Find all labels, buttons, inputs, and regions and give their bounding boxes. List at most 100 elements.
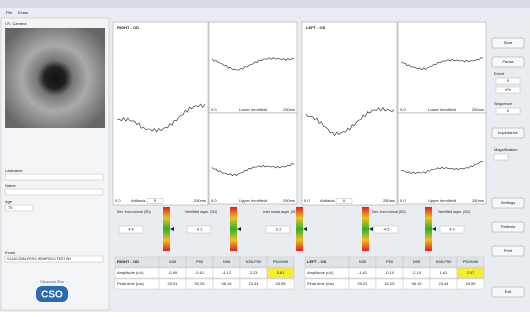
axis-label: 0.0	[211, 198, 217, 203]
camera-image	[5, 28, 105, 128]
hemifield-panel	[209, 22, 297, 113]
input[interactable]	[5, 174, 103, 180]
gauge-label: Dev. from normal (SD)	[117, 210, 151, 214]
hemifield-panel	[398, 113, 486, 204]
app-window: File Exam I.R. Camera Lastname Name Age …	[0, 0, 530, 312]
gauge-label: Hemifield asym. (SD)	[185, 210, 217, 214]
logo: CSO	[41, 290, 63, 301]
table-text: 43.95	[275, 281, 286, 286]
gauge-label: Dev. from normal (SD)	[372, 210, 406, 214]
gauge-bar	[362, 207, 369, 251]
button-label[interactable]: Start	[504, 40, 513, 45]
exam-name: GLAUCOMA PERG HEMIFIELD TEST BH	[7, 257, 71, 261]
table-text: 52.25	[384, 281, 395, 286]
logo-caption: Glaucoma Plus	[40, 280, 64, 284]
table-text: 96.19	[411, 281, 422, 286]
gauge-bar	[163, 207, 170, 251]
gauge-bar	[425, 207, 432, 251]
table-text: 96.19	[221, 281, 232, 286]
axis-label: 250ms	[194, 198, 206, 203]
axis-label: 250ms	[283, 107, 295, 112]
axis-label: 250ms	[283, 198, 295, 203]
gauge-label: Inter ocular asym. (SD)	[263, 210, 298, 214]
artifacts-label: Artifacts	[131, 198, 145, 203]
table-text: N35	[359, 259, 367, 264]
gauge-bar	[230, 207, 237, 251]
table-text: Peak time (ms)	[117, 281, 145, 286]
table-text: P50	[196, 259, 204, 264]
table-text: -2.10	[412, 270, 422, 275]
artifacts-label: Artifacts	[320, 198, 334, 203]
table-text: RIGHT - OD	[117, 259, 139, 264]
gauge-value: -4.5	[383, 227, 391, 232]
table-text: 2.23	[250, 270, 259, 275]
hemifield-panel	[209, 113, 297, 204]
field-label: Age	[5, 199, 13, 204]
table-text: N95	[223, 259, 231, 264]
table-text: N35-P50	[436, 259, 453, 264]
button-label[interactable]: Patients	[501, 224, 515, 229]
table-text: -1.61	[358, 270, 368, 275]
panel-title: LEFT - OS	[306, 25, 326, 30]
title-bar	[0, 0, 530, 8]
table-text: N95	[413, 259, 421, 264]
table-text: 52.25	[194, 281, 205, 286]
table-text: -4.12	[222, 270, 232, 275]
table-text: N35	[169, 259, 177, 264]
table-text: 23.44	[438, 281, 449, 286]
gauge-value: 4.6	[128, 227, 134, 232]
table-text: N35-P50	[246, 259, 263, 264]
axis-label: 0.0	[400, 198, 406, 203]
hemifield-label: Lower hemifield	[239, 107, 267, 112]
table-text: Amplitude (uV)	[117, 270, 144, 275]
gauge-value: 4.3	[449, 227, 455, 232]
menu-item[interactable]: Exam	[18, 10, 29, 15]
field-value: 0%	[505, 87, 511, 92]
table-text: 2.07	[467, 270, 476, 275]
camera-label: I.R. Camera	[5, 21, 27, 26]
control-label: Magnification	[494, 147, 518, 152]
table-text: P50	[386, 259, 394, 264]
axis-label: 0.0	[211, 107, 217, 112]
table-text: LEFT - OS	[307, 259, 327, 264]
table-text: 1.61	[440, 270, 449, 275]
table-text: 20.01	[357, 281, 368, 286]
button-label[interactable]: Print	[504, 248, 513, 253]
input[interactable]	[5, 189, 103, 195]
table-text: -0.10	[385, 270, 395, 275]
gauge-value: -0.2	[196, 227, 204, 232]
table-text: -0.61	[195, 270, 205, 275]
axis-label: 250ms	[472, 198, 484, 203]
menu-item[interactable]: File	[6, 10, 13, 15]
control-label: Sequence	[494, 101, 513, 106]
hemifield-panel	[398, 22, 486, 113]
gauge-value: -2.2	[275, 227, 283, 232]
age-value: 75	[8, 205, 13, 210]
field-label: Exam	[5, 250, 16, 255]
waveform-panel	[302, 22, 397, 205]
table-text: 3.61	[277, 270, 286, 275]
axis-label: 0.0	[400, 107, 406, 112]
field-label: Lastname	[5, 168, 23, 173]
table-text: -0.95	[168, 270, 178, 275]
button-label[interactable]: Settings	[501, 200, 515, 205]
field[interactable]	[494, 154, 508, 160]
button-label[interactable]: Pause	[502, 59, 514, 64]
table-text: Amplitude (uV)	[307, 270, 334, 275]
table-text: P50/N95	[273, 259, 289, 264]
table-text: 23.44	[248, 281, 259, 286]
axis-label: 0.0	[115, 198, 121, 203]
axis-label: 250ms	[383, 198, 395, 203]
hemifield-label: Lower hemifield	[428, 107, 456, 112]
button-label[interactable]: Impedance	[498, 130, 519, 135]
button-label[interactable]: Exit	[505, 289, 513, 294]
table-text: 43.95	[465, 281, 476, 286]
gauge-bar	[296, 207, 303, 251]
waveform-panel	[113, 22, 208, 205]
control-label: Event	[494, 71, 505, 76]
hemifield-label: Upper hemifield	[428, 198, 456, 203]
table-text: 20.01	[167, 281, 178, 286]
table-text: Peak time (ms)	[307, 281, 335, 286]
panel-title: RIGHT - OD	[117, 25, 139, 30]
axis-label: 0.0	[304, 198, 310, 203]
